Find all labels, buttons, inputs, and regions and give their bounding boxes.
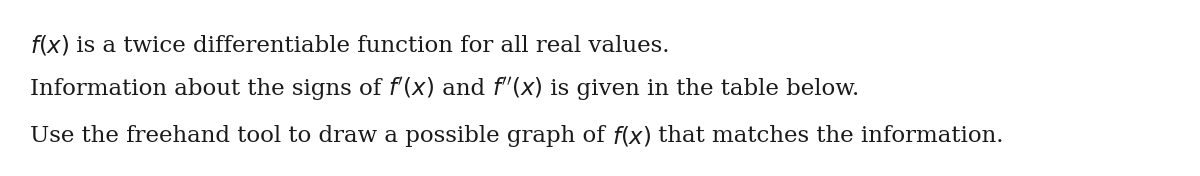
Text: $f''(x)$: $f''(x)$ [492,76,542,101]
Text: Information about the signs of: Information about the signs of [30,78,389,100]
Text: is given in the table below.: is given in the table below. [542,78,859,100]
Text: $f'(x)$: $f'(x)$ [389,76,434,101]
Text: Use the freehand tool to draw a possible graph of: Use the freehand tool to draw a possible… [30,125,612,147]
Text: that matches the information.: that matches the information. [652,125,1004,147]
Text: is a twice differentiable function for all real values.: is a twice differentiable function for a… [70,34,670,56]
Text: $f(x)$: $f(x)$ [30,33,70,58]
Text: $f(x)$: $f(x)$ [612,124,652,148]
Text: and: and [434,78,492,100]
